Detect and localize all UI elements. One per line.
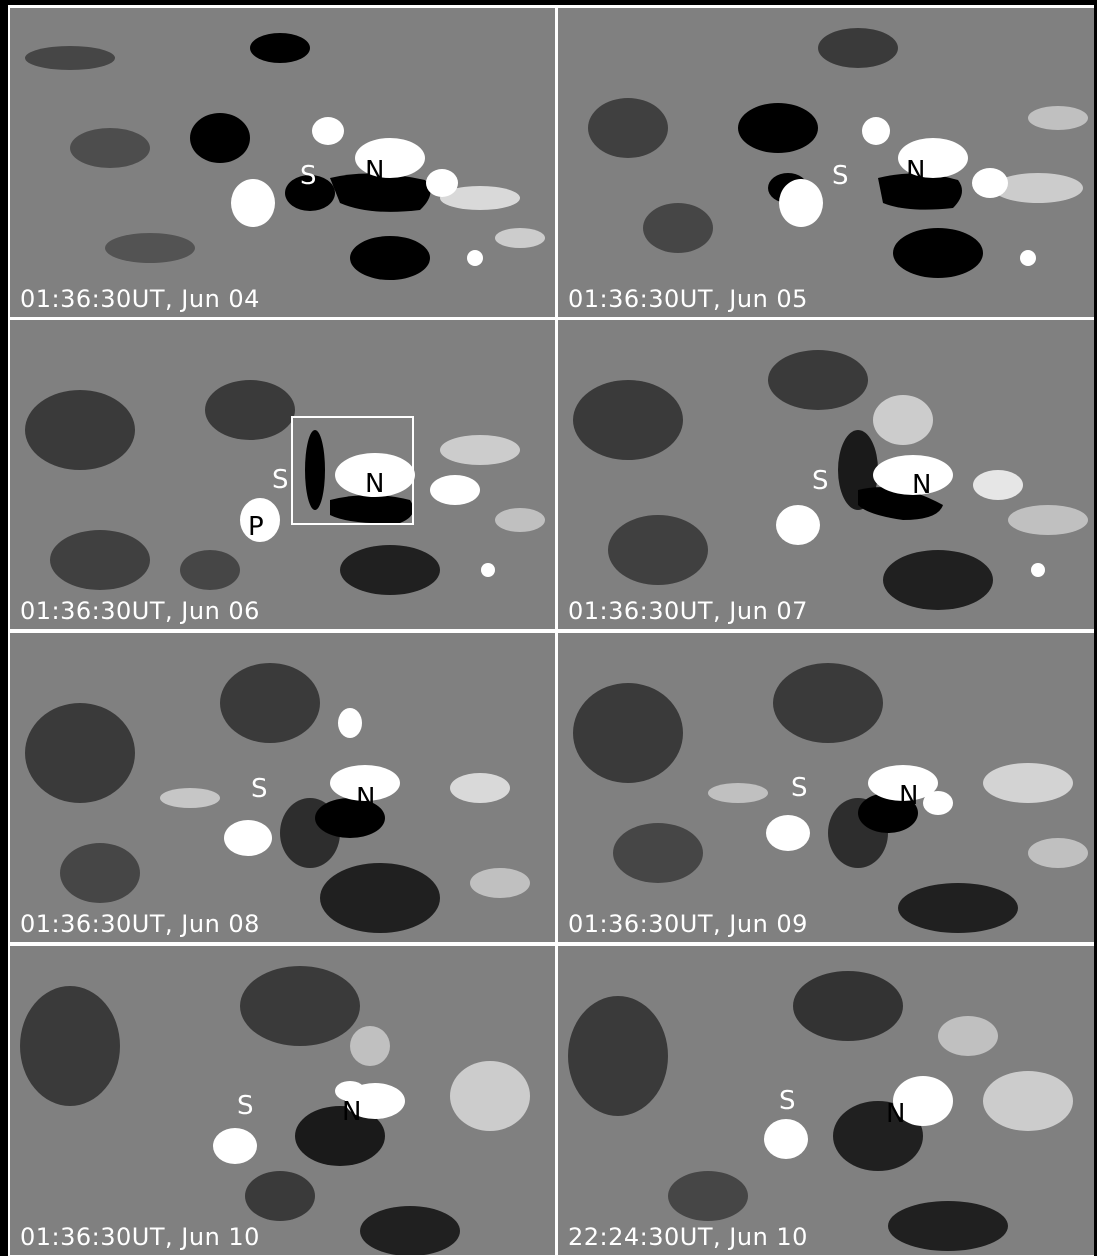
magnetogram-image bbox=[573, 350, 1088, 610]
timestamp-label: 01:36:30UT, Jun 07 bbox=[568, 597, 808, 625]
magnetogram-panel: S N 01:36:30UT, Jun 05 bbox=[558, 8, 1097, 317]
timestamp-label: 22:24:30UT, Jun 10 bbox=[568, 1223, 808, 1251]
magnetogram-image bbox=[25, 380, 545, 595]
timestamp-label: 01:36:30UT, Jun 05 bbox=[568, 285, 808, 313]
polarity-label-s: S bbox=[791, 773, 808, 803]
polarity-label-n: N bbox=[912, 470, 932, 500]
magnetogram-panel: S N 22:24:30UT, Jun 10 bbox=[558, 946, 1097, 1255]
magnetogram-image bbox=[25, 33, 545, 280]
polarity-label-n: N bbox=[899, 781, 919, 811]
polarity-label-s: S bbox=[251, 774, 268, 804]
timestamp-label: 01:36:30UT, Jun 08 bbox=[20, 910, 260, 938]
timestamp-label: 01:36:30UT, Jun 09 bbox=[568, 910, 808, 938]
polarity-label-s: S bbox=[812, 466, 829, 496]
magnetogram-panel: S N 01:36:30UT, Jun 09 bbox=[558, 633, 1097, 942]
polarity-label-p: P bbox=[248, 512, 264, 542]
polarity-label-n: N bbox=[356, 783, 376, 813]
magnetogram-image bbox=[25, 663, 530, 933]
polarity-label-n: N bbox=[365, 469, 385, 499]
polarity-label-n: N bbox=[365, 156, 385, 186]
polarity-label-n: N bbox=[886, 1099, 906, 1129]
timestamp-label: 01:36:30UT, Jun 04 bbox=[20, 285, 260, 313]
magnetogram-panel: S N 01:36:30UT, Jun 04 bbox=[10, 8, 555, 317]
polarity-label-s: S bbox=[272, 465, 289, 495]
timestamp-label: 01:36:30UT, Jun 10 bbox=[20, 1223, 260, 1251]
polarity-label-s: S bbox=[237, 1091, 254, 1121]
polarity-label-n: N bbox=[342, 1097, 362, 1127]
timestamp-label: 01:36:30UT, Jun 06 bbox=[20, 597, 260, 625]
magnetogram-panel: S N 01:36:30UT, Jun 07 bbox=[558, 320, 1097, 629]
polarity-label-s: S bbox=[779, 1086, 796, 1116]
magnetogram-image bbox=[588, 28, 1088, 278]
polarity-label-n: N bbox=[906, 156, 926, 186]
magnetogram-panel: S N 01:36:30UT, Jun 10 bbox=[10, 946, 555, 1255]
polarity-label-s: S bbox=[300, 161, 317, 191]
magnetogram-panel: S N 01:36:30UT, Jun 08 bbox=[10, 633, 555, 942]
polarity-label-s: S bbox=[832, 161, 849, 191]
magnetogram-image bbox=[568, 971, 1073, 1251]
magnetogram-panel: S N P 01:36:30UT, Jun 06 bbox=[10, 320, 555, 629]
region-box bbox=[291, 416, 414, 525]
magnetogram-image bbox=[573, 663, 1088, 933]
magnetogram-image bbox=[20, 966, 530, 1255]
